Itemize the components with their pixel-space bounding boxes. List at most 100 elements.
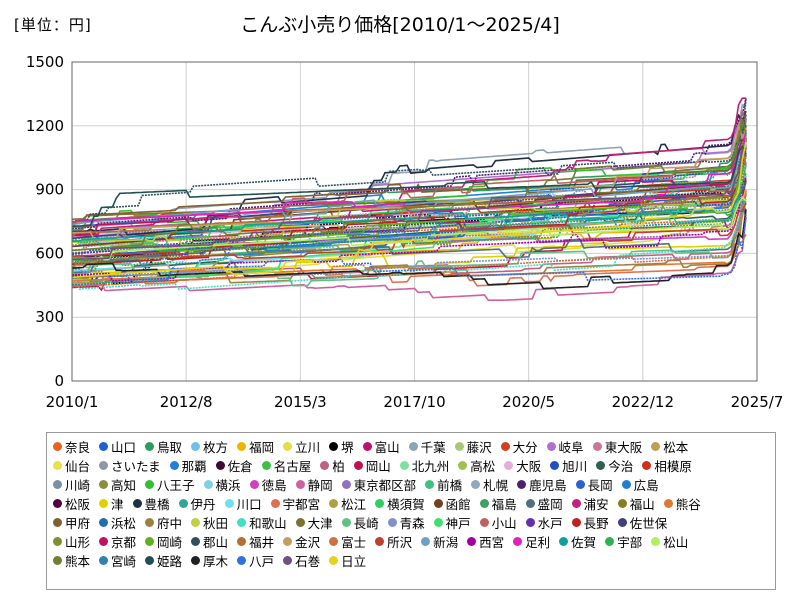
legend-label: 八王子 (157, 478, 195, 493)
legend-marker (145, 442, 155, 451)
legend-item: 和歌山 (237, 513, 287, 532)
legend-item: 足利 (513, 532, 550, 551)
legend-label: 小山 (491, 516, 517, 531)
legend: 奈良 山口 鳥取 枚方 福岡 立川 堺 富山 千葉 藤沢 大分 岐阜 東大阪 松本 仙台 さいたま 那覇 佐倉 名古… (46, 432, 776, 590)
legend-marker (145, 556, 155, 565)
legend-label: 北九州 (411, 459, 450, 474)
legend-row: 甲府 浜松 府中 秋田 和歌山 大津 長崎 青森 神戸 小山 水戸 長野 佐世保 (53, 513, 769, 532)
legend-marker (145, 537, 155, 546)
legend-marker (596, 461, 606, 470)
legend-label: 東大阪 (604, 440, 643, 455)
legend-label: 横浜 (215, 478, 241, 493)
legend-label: 岡山 (365, 459, 391, 474)
legend-marker (642, 461, 652, 470)
legend-item: 松本 (651, 437, 688, 456)
series-line (71, 179, 747, 289)
legend-marker (283, 442, 293, 451)
legend-item: 金沢 (283, 532, 320, 551)
legend-marker (421, 537, 431, 546)
legend-marker (592, 442, 602, 451)
legend-row: 山形 京都 岡崎 郡山 福井 金沢 富士 所沢 新潟 西宮 足利 佐賀 宇部 松山 (53, 532, 769, 551)
legend-item: 秋田 (191, 513, 228, 532)
legend-item: 松阪 (53, 494, 90, 513)
legend-item: 宇部 (605, 532, 642, 551)
legend-label: 長野 (583, 516, 609, 531)
legend-marker (53, 556, 62, 565)
legend-marker (53, 442, 62, 451)
legend-marker (408, 442, 418, 451)
legend-label: 福島 (491, 497, 517, 512)
legend-label: 福岡 (249, 440, 275, 455)
series-line (71, 165, 747, 260)
legend-marker (651, 442, 661, 451)
legend-marker (270, 499, 280, 508)
legend-label: 奈良 (65, 440, 91, 455)
legend-label: 川口 (236, 497, 262, 512)
legend-item: 八王子 (145, 475, 195, 494)
series-line (71, 200, 747, 288)
legend-item: 熊本 (53, 551, 90, 570)
legend-item: 立川 (283, 437, 320, 456)
unit-label: [単位：円] (14, 16, 92, 34)
legend-label: 今治 (608, 459, 634, 474)
series-lines (71, 97, 747, 302)
legend-marker (215, 461, 225, 470)
legend-item: 北九州 (399, 456, 450, 475)
legend-item: 日立 (329, 551, 366, 570)
legend-label: 松江 (341, 497, 367, 512)
series-line (71, 114, 747, 225)
legend-item: 広島 (621, 475, 659, 494)
legend-marker (99, 537, 109, 546)
legend-item: 所沢 (375, 532, 412, 551)
legend-marker (517, 480, 527, 489)
legend-item: 今治 (596, 456, 633, 475)
legend-marker (362, 442, 372, 451)
legend-label: 金沢 (295, 535, 321, 550)
legend-marker (191, 442, 201, 451)
legend-marker (559, 537, 569, 546)
legend-label: 宮崎 (111, 554, 137, 569)
legend-marker (295, 518, 305, 527)
legend-marker (605, 537, 615, 546)
series-line (71, 217, 747, 302)
legend-label: 郡山 (203, 535, 229, 550)
x-axis-ticks: 2010/1 2012/8 2015/3 2017/10 2020/5 2022/12 20… (46, 393, 784, 411)
legend-label: 京都 (111, 535, 137, 550)
legend-item: さいたま (99, 456, 161, 475)
legend-label: 西宮 (479, 535, 505, 550)
legend-item: 横須賀 (375, 494, 425, 513)
legend-marker (53, 480, 62, 489)
series-line (71, 210, 747, 278)
series-line (71, 121, 747, 252)
legend-item: 八戸 (237, 551, 274, 570)
legend-label: 所沢 (387, 535, 413, 550)
legend-label: 札幌 (483, 478, 509, 493)
legend-marker (145, 480, 155, 489)
legend-item: 札幌 (471, 475, 508, 494)
legend-label: 静岡 (307, 478, 333, 493)
legend-marker (500, 442, 510, 451)
legend-marker (191, 537, 201, 546)
legend-label: 富士 (341, 535, 367, 550)
legend-label: 相模原 (654, 459, 692, 474)
legend-label: 岡崎 (157, 535, 183, 550)
legend-item: 静岡 (295, 475, 333, 494)
legend-label: 大分 (512, 440, 538, 455)
legend-item: 大分 (500, 437, 538, 456)
legend-label: 盛岡 (537, 497, 563, 512)
legend-item: 名古屋 (261, 456, 311, 475)
legend-item: 富士 (329, 532, 366, 551)
legend-label: 長岡 (587, 478, 613, 493)
legend-label: 佐倉 (227, 459, 253, 474)
legend-marker (99, 461, 109, 470)
legend-item: 岐阜 (546, 437, 584, 456)
legend-item: 千葉 (408, 437, 446, 456)
legend-item: 横浜 (203, 475, 241, 494)
legend-item: 鹿児島 (517, 475, 567, 494)
legend-label: 石巻 (295, 554, 321, 569)
legend-marker (237, 518, 247, 527)
legend-label: 大阪 (516, 459, 542, 474)
legend-item: 東大阪 (592, 437, 643, 456)
legend-marker (53, 499, 62, 508)
legend-item: 石巻 (283, 551, 320, 570)
